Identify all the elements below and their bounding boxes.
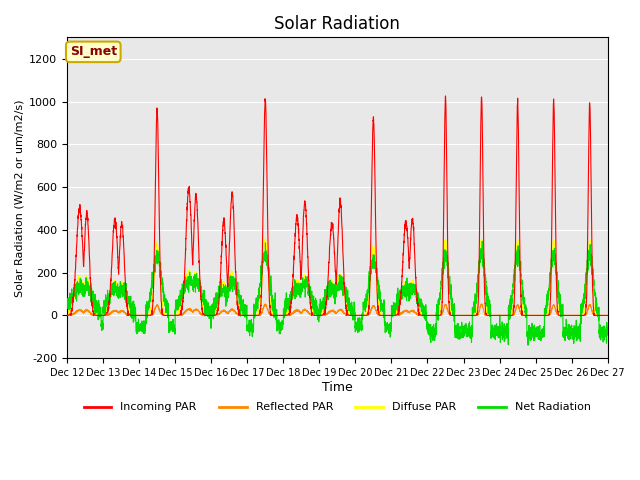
Legend: Incoming PAR, Reflected PAR, Diffuse PAR, Net Radiation: Incoming PAR, Reflected PAR, Diffuse PAR… [79, 398, 596, 417]
Text: SI_met: SI_met [70, 45, 117, 59]
Y-axis label: Solar Radiation (W/m2 or um/m2/s): Solar Radiation (W/m2 or um/m2/s) [15, 99, 25, 297]
Title: Solar Radiation: Solar Radiation [275, 15, 400, 33]
X-axis label: Time: Time [322, 381, 353, 394]
